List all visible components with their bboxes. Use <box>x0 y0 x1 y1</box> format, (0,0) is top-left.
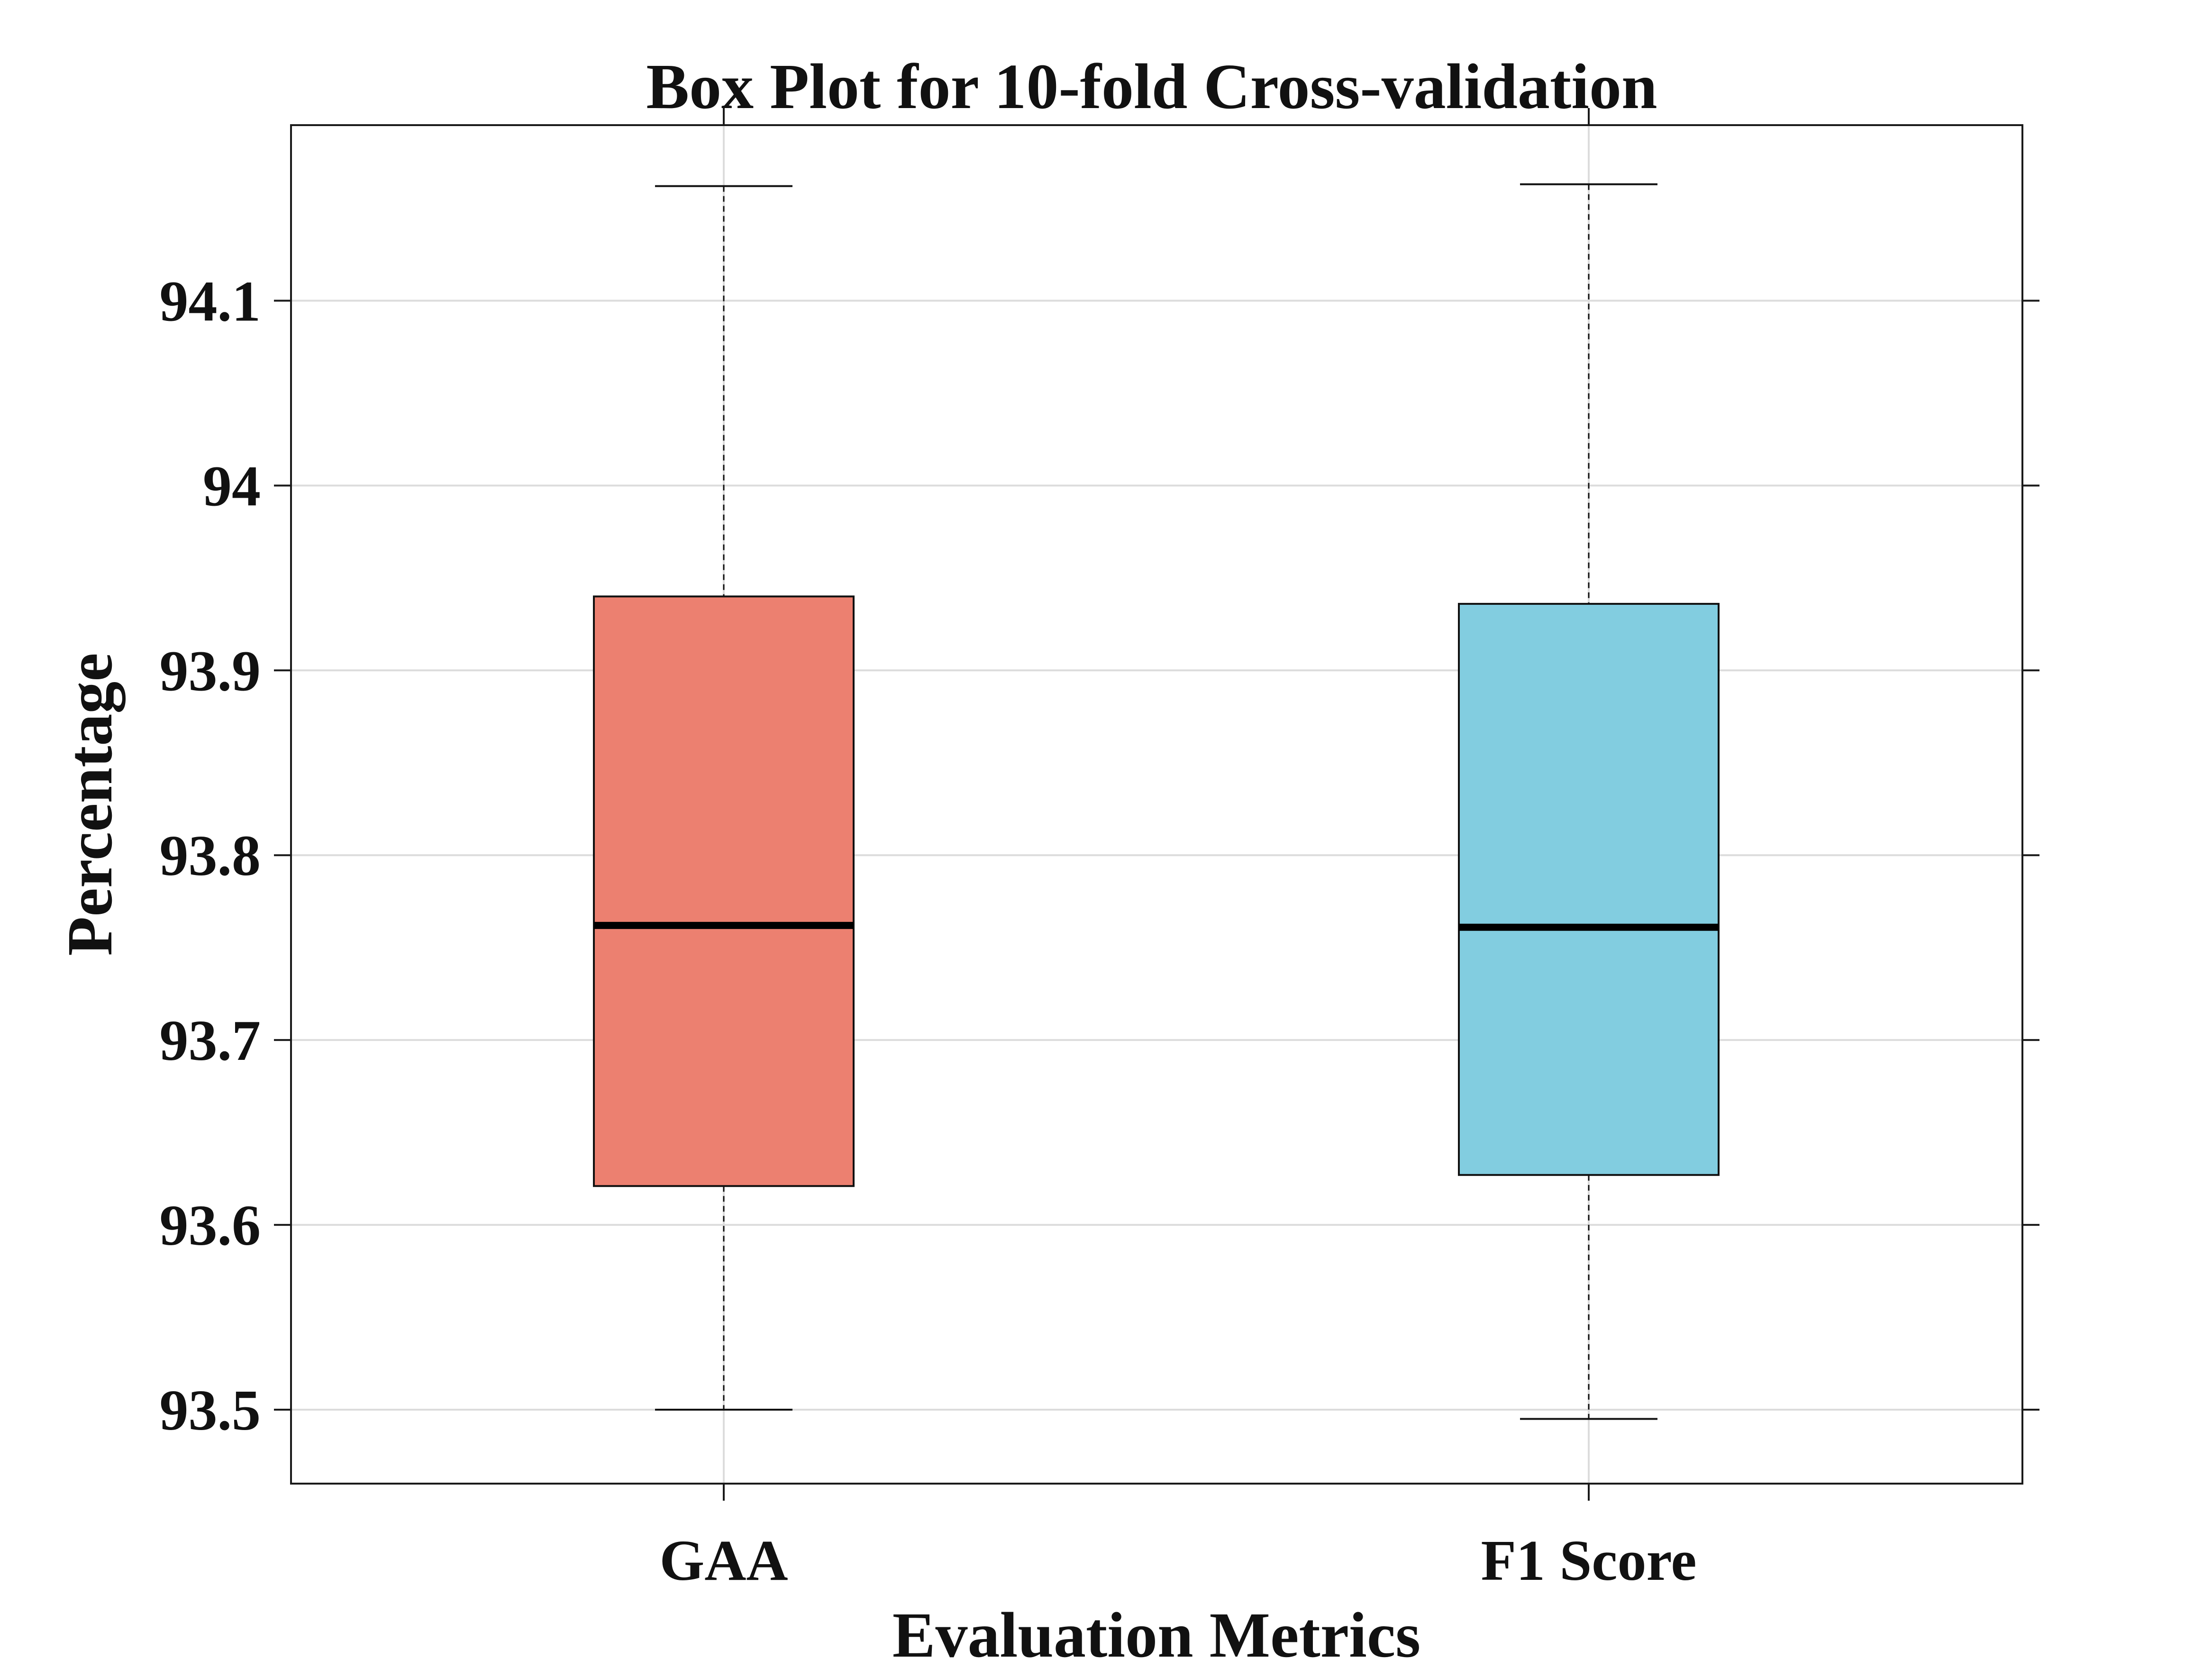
y-tick-label: 93.9 <box>160 639 261 703</box>
y-tick-label: 93.5 <box>160 1378 261 1442</box>
y-axis-label: Percentage <box>55 653 126 956</box>
y-tick-label: 93.7 <box>160 1009 261 1073</box>
y-tick-label: 93.6 <box>160 1194 261 1258</box>
y-tick-label: 94.1 <box>160 269 261 333</box>
plot-area-frame <box>290 124 2023 1485</box>
box-group <box>1458 183 1720 1420</box>
boxes <box>593 183 1720 1420</box>
box-group <box>593 185 855 1411</box>
x-tick-label: F1 Score <box>1481 1529 1696 1593</box>
y-tick-label: 94 <box>203 454 261 518</box>
chart-title: Box Plot for 10-fold Cross-validation <box>646 51 1657 122</box>
y-tick-label: 93.8 <box>160 824 261 888</box>
iqr-box <box>593 595 855 1187</box>
grid-lines <box>291 125 2022 1484</box>
iqr-box <box>1458 602 1720 1176</box>
x-axis-label: Evaluation Metrics <box>892 1600 1420 1659</box>
x-tick-label: GAA <box>659 1529 788 1593</box>
axis-ticks: 93.5 93.6 93.7 93.8 93.9 94 94.1 GAA F1 Score <box>160 108 2039 1593</box>
